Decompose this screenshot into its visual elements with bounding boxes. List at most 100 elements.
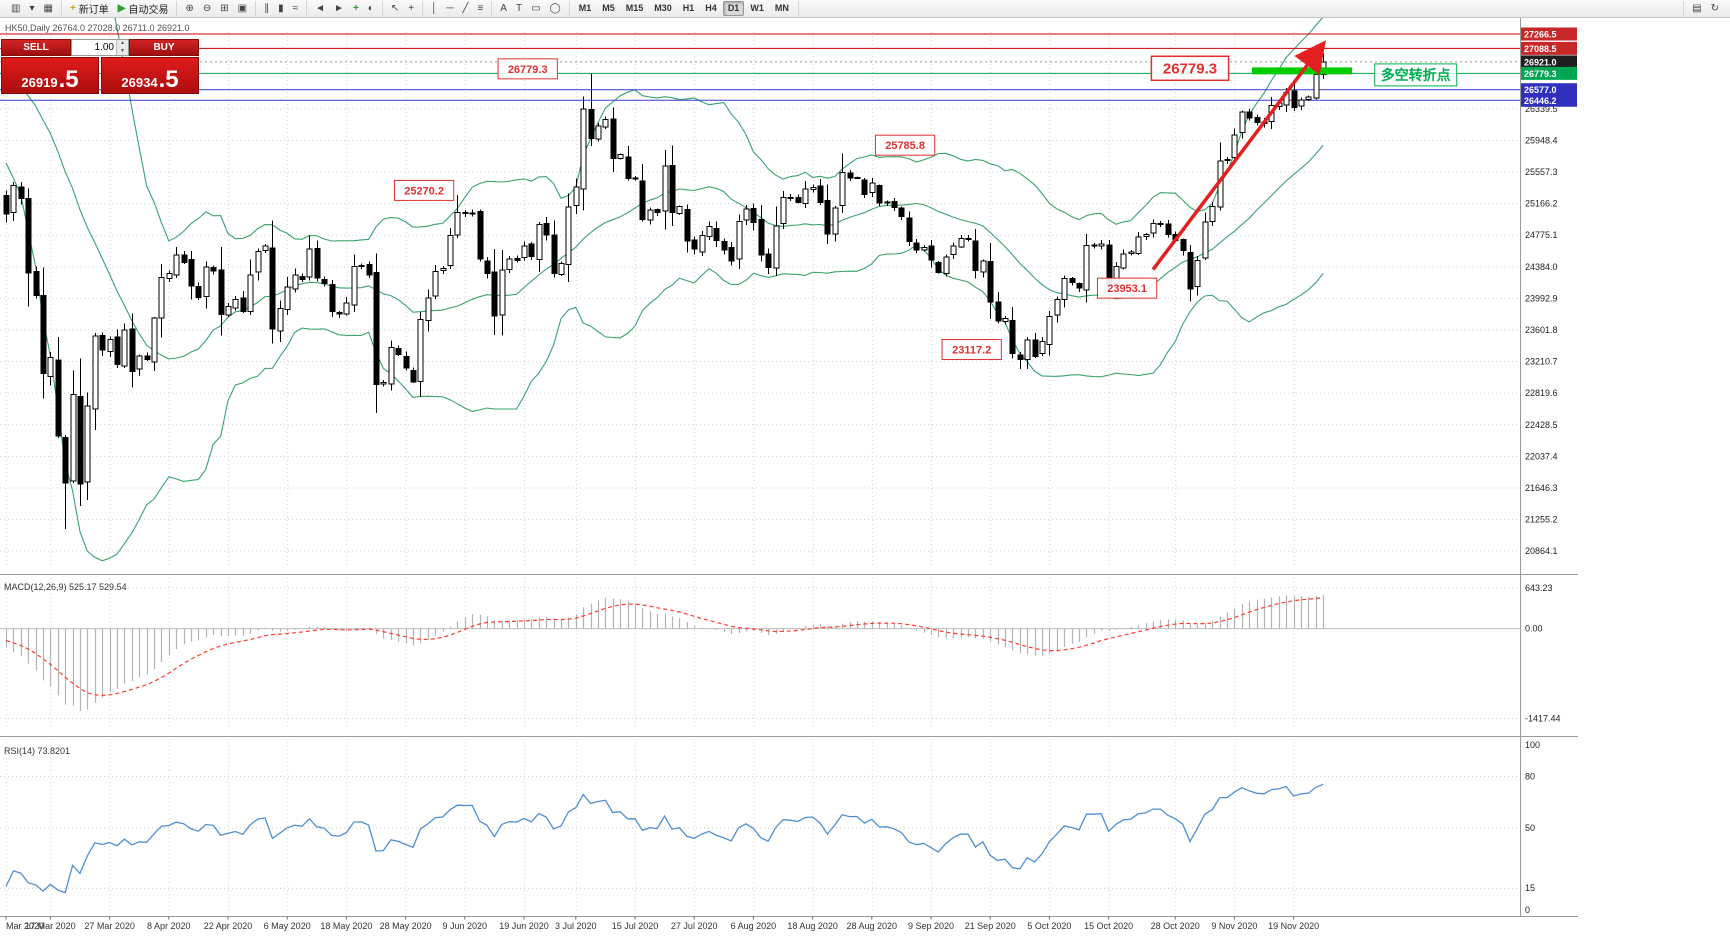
bars-chart-icon[interactable]: ∥ (260, 1, 273, 17)
timeframe-m1[interactable]: M1 (578, 3, 592, 13)
volume-input[interactable] (72, 40, 116, 55)
auto-trading-button: ▶ (117, 2, 126, 14)
toolbar-group-chart-windows: ▥ ▾ ▦ (3, 1, 62, 16)
toolbar-group-timeframes: M1 M5 M15 M30 H1 H4 D1 W1 MN (570, 1, 799, 16)
sell-price[interactable]: 26919.5 (1, 57, 99, 94)
buy-price[interactable]: 26934.5 (101, 57, 199, 94)
svg-text:21 Sep 2020: 21 Sep 2020 (965, 921, 1016, 931)
rectangle-icon[interactable]: ▭ (527, 1, 544, 17)
main-toolbar: ▥ ▾ ▦ + 新订单 ▶ 自动交易 ⊕ ⊖ ⊞ ▣ ∥ ▮ ≈ ◄ ► + ◐ ↖ + │ ─ ╱ ≡ A T ▭ ◯ M1 M5 M15… (0, 0, 1730, 18)
svg-text:20864.1: 20864.1 (1525, 546, 1558, 556)
grid-layer (0, 32, 1520, 914)
svg-text:-1417.44: -1417.44 (1525, 713, 1561, 723)
volume-spinner: ▲ ▼ (116, 40, 128, 55)
timeframe-m30[interactable]: M30 (654, 3, 672, 13)
svg-text:26339.5: 26339.5 (1525, 104, 1558, 114)
chart-shift-icon[interactable]: + (349, 1, 363, 17)
timeframe-m5[interactable]: M5 (602, 3, 615, 13)
svg-text:26577.0: 26577.0 (1524, 85, 1557, 95)
candlestick-chart-icon: ▮ (278, 2, 284, 14)
toolbar-group-cursor-tools: ↖ + (383, 1, 424, 17)
cursor-icon: ↖ (390, 2, 400, 14)
timeframe-d1[interactable]: D1 (722, 1, 745, 16)
svg-text:28 May 2020: 28 May 2020 (380, 921, 432, 931)
trendline-icon[interactable]: ╱ (458, 1, 472, 17)
zoom-out-icon: ⊖ (202, 2, 212, 14)
svg-text:25557.3: 25557.3 (1525, 167, 1558, 177)
sell-button[interactable]: SELL (1, 39, 71, 56)
svg-text:9 Jun 2020: 9 Jun 2020 (443, 921, 488, 931)
vertical-line-icon[interactable]: │ (427, 1, 441, 17)
volume-box: ▲ ▼ (71, 39, 129, 56)
svg-text:0: 0 (1525, 905, 1530, 915)
toolbar-group-right: ▤ ↻ (1683, 1, 1727, 16)
buy-price-frac: .5 (158, 65, 179, 93)
chart-title-ohlc: HK50,Daily 26764.0 27028.0 26711.0 26921… (5, 23, 190, 33)
svg-text:50: 50 (1525, 823, 1535, 833)
new-order-button[interactable]: + 新订单 (66, 1, 113, 17)
new-order-button-label: 新订单 (78, 5, 109, 16)
volume-up-icon[interactable]: ▲ (117, 40, 128, 48)
volume-down-icon[interactable]: ▼ (117, 47, 128, 55)
equidistant-channel-icon[interactable]: ≡ (473, 1, 487, 17)
toolbar-group-view: ⊕ ⊖ ⊞ ▣ (177, 1, 257, 17)
svg-text:18 Aug 2020: 18 Aug 2020 (787, 921, 838, 931)
svg-text:23117.2: 23117.2 (952, 344, 991, 356)
zoom-out-icon[interactable]: ⊖ (199, 1, 215, 17)
timeframe-h4[interactable]: H4 (705, 3, 717, 13)
profiles-icon[interactable]: ▦ (39, 1, 56, 17)
svg-text:25948.4: 25948.4 (1525, 135, 1558, 145)
crosshair-icon[interactable]: + (404, 1, 418, 17)
maximize-chart-icon: ▣ (237, 2, 248, 14)
ellipse-icon[interactable]: ◯ (546, 1, 565, 17)
svg-text:643.23: 643.23 (1525, 583, 1553, 593)
buy-button[interactable]: BUY (129, 39, 199, 56)
scroll-left-icon: ◄ (315, 2, 326, 14)
zoom-in-icon[interactable]: ⊕ (181, 1, 197, 17)
svg-text:26446.2: 26446.2 (1524, 96, 1557, 106)
svg-text:MACD(12,26,9) 525.17 529.54: MACD(12,26,9) 525.17 529.54 (4, 582, 127, 592)
timeframe-h1[interactable]: H1 (682, 3, 695, 13)
window-list-icon[interactable]: ▤ (1688, 1, 1705, 17)
refresh-icon: ↻ (1710, 2, 1719, 14)
refresh-icon[interactable]: ↻ (1707, 1, 1723, 17)
timeframe-m15[interactable]: M15 (625, 3, 644, 13)
timeframe-w1[interactable]: W1 (750, 3, 764, 13)
new-chart-icon[interactable]: ▥ (7, 1, 24, 17)
rsi-pane-layer: RSI(14) 73.8201 (0, 746, 1520, 894)
horizontal-line-icon[interactable]: ─ (442, 1, 457, 17)
scroll-left-icon[interactable]: ◄ (311, 1, 329, 17)
auto-trading-button[interactable]: ▶ 自动交易 (114, 1, 173, 17)
tile-windows-icon[interactable]: ⊞ (216, 1, 232, 17)
annotations-layer: 26779.3 25270.2 25785.8 23117.2 23953.1 26779… (393, 40, 1458, 361)
svg-text:15: 15 (1525, 883, 1535, 893)
svg-text:24775.1: 24775.1 (1525, 230, 1558, 240)
profiles-icon: ▦ (43, 2, 53, 14)
svg-text:24384.0: 24384.0 (1525, 262, 1558, 272)
autoscroll-icon[interactable]: ◐ (364, 1, 378, 17)
new-order-button: + (69, 2, 76, 14)
one-click-trading-panel: SELL ▲ ▼ BUY 26919.5 26934.5 (1, 39, 199, 94)
svg-text:27266.5: 27266.5 (1524, 30, 1557, 40)
svg-text:25166.2: 25166.2 (1525, 199, 1558, 209)
text-icon[interactable]: A (496, 1, 511, 17)
svg-text:6 May 2020: 6 May 2020 (264, 921, 311, 931)
trendline-icon: ╱ (462, 2, 469, 14)
chart-dropdown-icon[interactable]: ▾ (25, 1, 38, 17)
scroll-right-icon[interactable]: ► (330, 1, 348, 17)
line-chart-icon[interactable]: ≈ (289, 1, 303, 17)
svg-text:26779.3: 26779.3 (1163, 61, 1217, 78)
cursor-icon[interactable]: ↖ (387, 1, 403, 17)
svg-text:8 Apr 2020: 8 Apr 2020 (147, 921, 191, 931)
price-chart-canvas[interactable]: 26779.3 25270.2 25785.8 23117.2 23953.1 26779… (0, 18, 1730, 945)
text-label-icon[interactable]: T (512, 1, 526, 17)
timeframe-mn[interactable]: MN (774, 3, 789, 13)
svg-text:100: 100 (1525, 740, 1540, 750)
svg-text:21646.3: 21646.3 (1525, 483, 1558, 493)
svg-text:26779.3: 26779.3 (508, 64, 548, 76)
maximize-chart-icon[interactable]: ▣ (234, 1, 251, 17)
svg-text:19 Nov 2020: 19 Nov 2020 (1268, 921, 1319, 931)
svg-text:27 Jul 2020: 27 Jul 2020 (671, 921, 718, 931)
candlestick-chart-icon[interactable]: ▮ (274, 1, 288, 17)
